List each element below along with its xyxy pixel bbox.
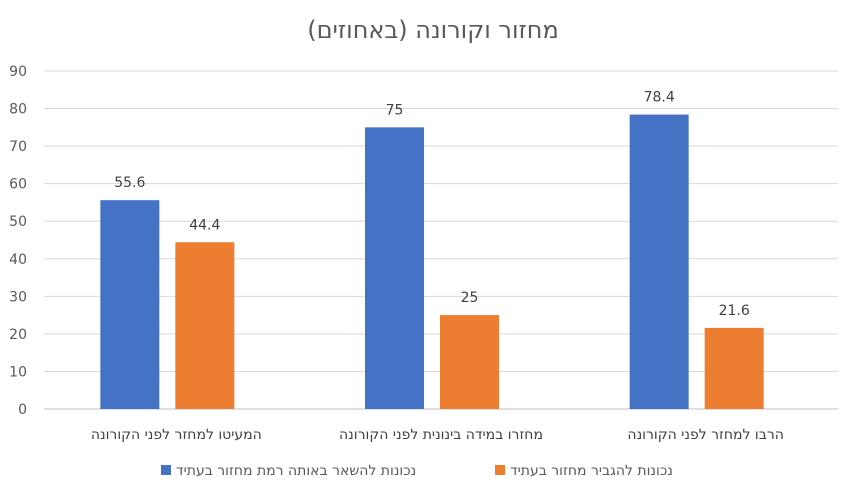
x-axis: המעיטו למחזר לפני הקורונה מחזרו במידה בינ… bbox=[91, 427, 784, 443]
y-axis: 0 10 20 30 40 50 60 70 80 90 bbox=[9, 64, 27, 418]
data-labels: 55.6 44.4 75 25 78.4 21.6 bbox=[114, 90, 750, 319]
data-label: 75 bbox=[386, 102, 404, 118]
y-tick-label: 80 bbox=[9, 102, 27, 118]
x-category-label: מחזרו במידה בינונית לפני הקורונה bbox=[339, 427, 543, 443]
y-tick-label: 20 bbox=[9, 327, 27, 343]
x-category-label: הרבו למחזר לפני הקורונה bbox=[627, 427, 783, 443]
y-tick-label: 60 bbox=[9, 177, 27, 193]
y-tick-label: 50 bbox=[9, 214, 27, 230]
chart-title: מחזור וקורונה (באחוזים) bbox=[307, 16, 559, 44]
legend-swatch bbox=[161, 465, 171, 475]
y-tick-label: 70 bbox=[9, 139, 27, 155]
y-tick-label: 0 bbox=[18, 402, 27, 418]
legend: נכונות להשאר באותה רמת מחזור בעתיד נכונות… bbox=[161, 463, 673, 479]
legend-swatch bbox=[495, 465, 505, 475]
y-tick-label: 40 bbox=[9, 252, 27, 268]
bar-increase bbox=[440, 315, 499, 409]
legend-label: נכונות להשאר באותה רמת מחזור בעתיד bbox=[176, 463, 416, 479]
data-label: 44.4 bbox=[189, 217, 220, 233]
bar-stay bbox=[629, 114, 689, 409]
bar-stay bbox=[100, 200, 160, 409]
bars bbox=[100, 114, 764, 409]
bar-increase bbox=[175, 242, 235, 409]
data-label: 25 bbox=[461, 290, 479, 306]
y-tick-label: 30 bbox=[9, 289, 27, 305]
x-category-label: המעיטו למחזר לפני הקורונה bbox=[91, 427, 262, 443]
data-label: 21.6 bbox=[719, 303, 750, 319]
y-tick-label: 90 bbox=[9, 64, 27, 80]
data-label: 78.4 bbox=[644, 90, 675, 106]
legend-label: נכונות להגביר מחזור בעתיד bbox=[510, 463, 673, 479]
bar-stay bbox=[365, 127, 424, 409]
data-label: 55.6 bbox=[114, 175, 145, 191]
y-tick-label: 10 bbox=[9, 364, 27, 380]
bar-increase bbox=[704, 327, 764, 409]
